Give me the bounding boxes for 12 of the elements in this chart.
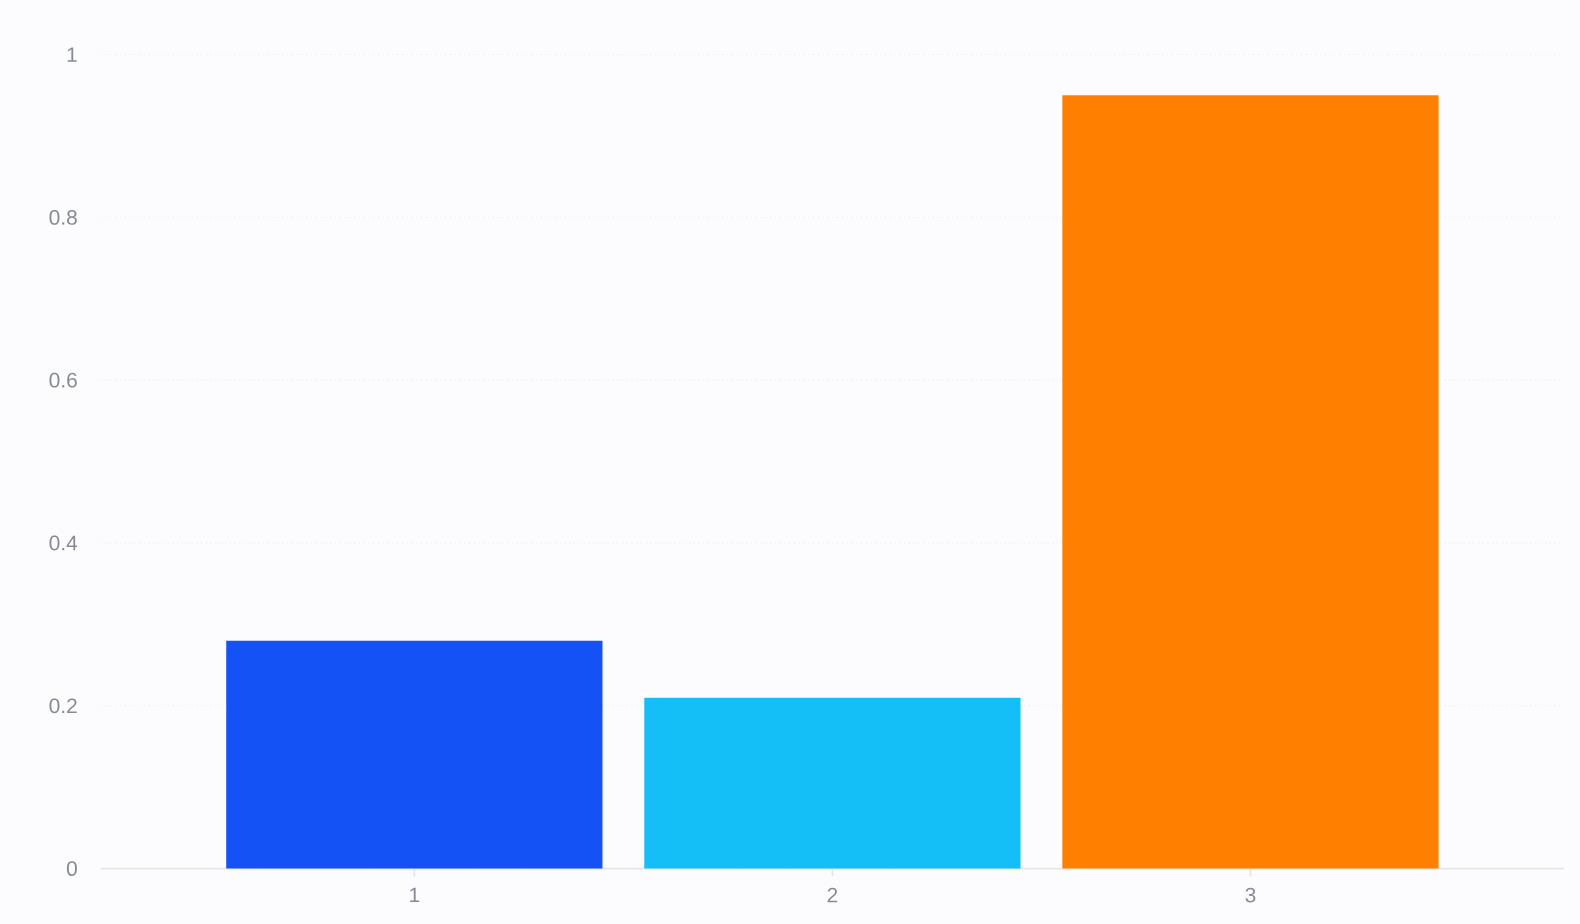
bar	[1062, 95, 1439, 869]
y-tick-label: 0.2	[49, 698, 77, 714]
y-tick-label: 0.6	[49, 372, 77, 388]
bar	[226, 640, 603, 869]
y-tick-label: 1	[67, 47, 77, 62]
x-tick-label: 2	[827, 887, 838, 903]
y-tick-label: 0	[66, 861, 77, 877]
y-tick-label: 0.4	[49, 535, 78, 551]
bar	[644, 697, 1021, 869]
y-tick-label: 0.8	[49, 210, 77, 225]
x-tick-label: 3	[1245, 887, 1256, 903]
x-tick-label: 1	[410, 887, 420, 903]
